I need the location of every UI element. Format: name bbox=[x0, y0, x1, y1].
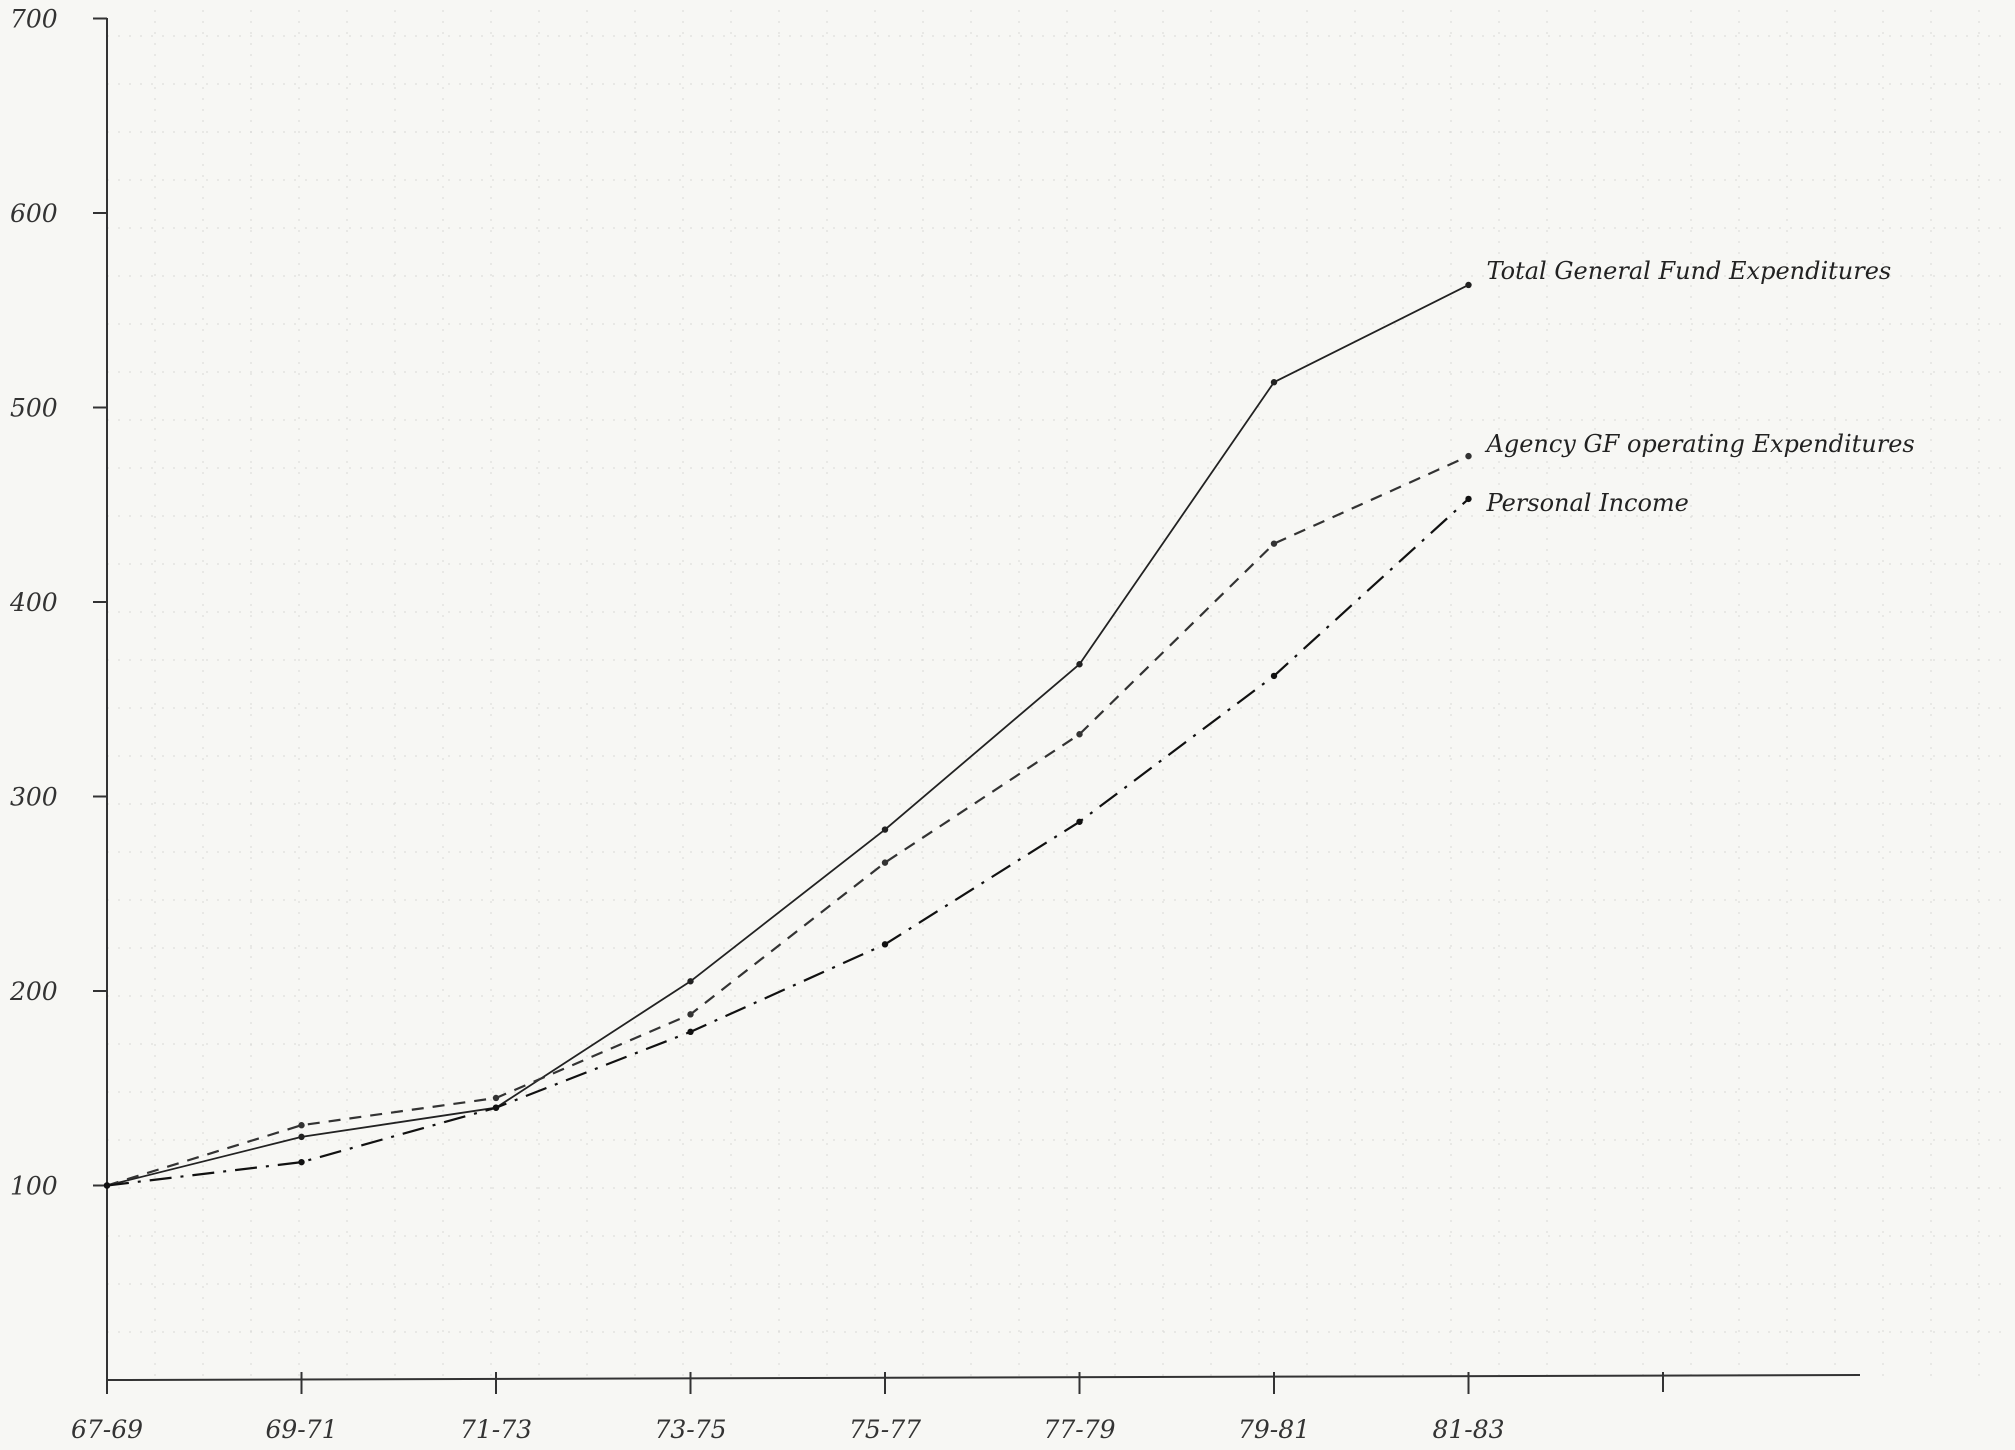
data-point bbox=[492, 1094, 500, 1102]
grid bbox=[107, 10, 2005, 1380]
axes bbox=[106, 18, 1861, 1381]
data-point bbox=[881, 859, 889, 866]
series-2 bbox=[103, 452, 1472, 1189]
series-label: Personal Income bbox=[1486, 489, 1689, 517]
data-point bbox=[298, 1133, 305, 1141]
x-tick-label: 75-77 bbox=[849, 1415, 921, 1444]
y-tick-label: 500 bbox=[10, 394, 58, 423]
series-label: Total General Fund Expenditures bbox=[1487, 257, 1892, 285]
y-tick-label: 700 bbox=[10, 5, 58, 34]
y-tick-label: 200 bbox=[9, 977, 58, 1006]
ticks: 100 200 300 400 500 600 700 67-69 69-71 71-73 73-7… bbox=[9, 5, 1664, 1444]
series-labels: Total General Fund Expenditures Agency GF… bbox=[1485, 257, 1915, 517]
x-tick-label: 69-71 bbox=[265, 1415, 337, 1444]
data-point bbox=[103, 1182, 111, 1189]
data-point bbox=[1270, 379, 1278, 386]
y-tick-label: 300 bbox=[10, 783, 58, 812]
data-point bbox=[298, 1158, 305, 1166]
data-point bbox=[1076, 661, 1083, 668]
y-tick-label: 400 bbox=[9, 588, 58, 617]
series-line bbox=[106, 455, 1469, 1187]
data-point bbox=[1270, 672, 1278, 680]
data-point bbox=[492, 1104, 500, 1111]
x-tick-label: 71-73 bbox=[460, 1415, 532, 1444]
x-tick-label: 67-69 bbox=[71, 1415, 143, 1444]
series-1 bbox=[103, 281, 1472, 1189]
y-tick-label: 100 bbox=[10, 1172, 58, 1201]
data-point bbox=[1076, 818, 1083, 825]
data-point bbox=[687, 1028, 694, 1036]
data-point bbox=[881, 826, 889, 833]
series-line bbox=[106, 498, 1470, 1187]
x-tick-label: 81-83 bbox=[1432, 1415, 1504, 1444]
series bbox=[103, 281, 1472, 1189]
data-point bbox=[1465, 281, 1472, 289]
series-line bbox=[106, 284, 1469, 1187]
x-tick-label: 73-75 bbox=[654, 1415, 726, 1444]
data-point bbox=[687, 978, 694, 985]
data-point bbox=[687, 1011, 694, 1018]
data-point bbox=[1465, 452, 1472, 460]
series-label: Agency GF operating Expenditures bbox=[1485, 430, 1915, 458]
data-point bbox=[1270, 540, 1278, 547]
data-point bbox=[1076, 731, 1083, 738]
y-tick-label: 600 bbox=[10, 199, 58, 228]
data-point bbox=[298, 1122, 305, 1129]
data-point bbox=[881, 941, 889, 948]
x-axis-line bbox=[106, 1374, 1861, 1381]
x-tick-label: 79-81 bbox=[1238, 1415, 1310, 1444]
x-tick-label: 77-79 bbox=[1043, 1415, 1115, 1444]
series-3 bbox=[103, 495, 1472, 1189]
data-point bbox=[1465, 495, 1472, 503]
